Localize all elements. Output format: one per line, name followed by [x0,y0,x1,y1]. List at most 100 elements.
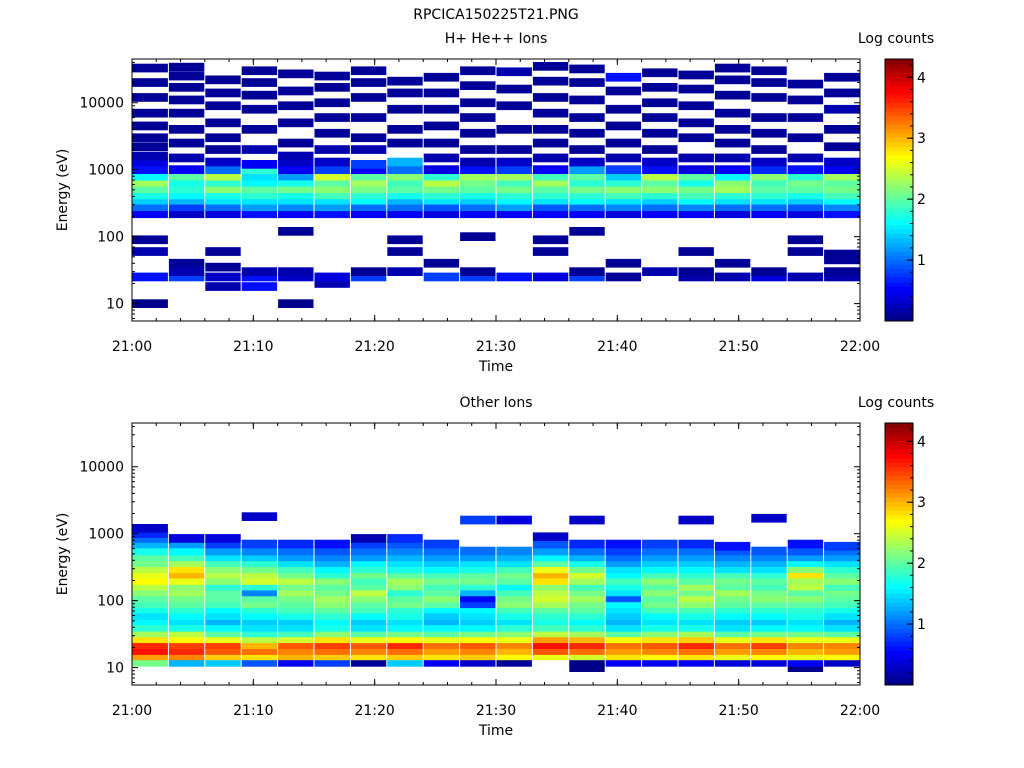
heatmap-cell [532,76,569,86]
heatmap-cell [278,622,314,632]
heatmap-cell [787,564,824,574]
heatmap-cell [605,104,642,114]
heatmap-cell [278,86,314,96]
heatmap-cell [314,558,350,567]
heatmap-cell [678,616,714,626]
heatmap-cell [387,646,423,655]
heatmap-cell [787,593,824,603]
heatmap-cell [350,165,387,174]
colorbar-segment [885,497,913,503]
heatmap-cell [387,558,423,567]
heatmap-cell [605,640,642,649]
heatmap-cell [278,546,314,556]
heatmap-cell [278,581,314,591]
axis-minor-ticks [131,59,861,321]
heatmap-cell [532,599,569,609]
heatmap-cell [605,202,642,212]
colorbar-segment [885,281,913,287]
heatmap-cell [387,209,423,219]
heatmap-cell [168,177,205,187]
heatmap-cell [460,66,496,76]
colorbar-segment [885,558,913,564]
heatmap-cell [278,576,314,585]
heatmap-cell [496,593,532,603]
heatmap-cell [532,634,569,644]
heatmap-cell [787,133,824,143]
heatmap-cell [168,165,205,174]
heatmap-cell [205,587,241,597]
heatmap-cell [460,145,496,154]
heatmap-cell [241,66,278,76]
heatmap-cell [714,190,751,200]
heatmap-cell [714,195,751,205]
heatmap-cell [132,616,168,626]
heatmap-cell [278,651,314,661]
heatmap-cell [423,569,460,579]
heatmap-cell [460,646,496,655]
heatmap-cell [241,564,278,574]
heatmap-cell [314,576,350,585]
heatmap-cell [532,177,569,187]
colorbar-tick-label: 2 [917,192,926,208]
heatmap-cell [642,564,678,574]
heatmap-cell [642,651,678,661]
heatmap-cell [460,622,496,632]
heatmap-cell [314,569,350,579]
heatmap-cell [714,153,751,163]
heatmap-cell [278,165,314,174]
heatmap-cell [605,599,642,609]
heatmap-cell [241,622,278,632]
heatmap-cell [350,558,387,567]
heatmap-cell [350,569,387,579]
heatmap-cell [824,576,860,585]
heatmap-cell [350,113,387,122]
heatmap-cell [678,84,714,94]
heatmap-cell [423,558,460,567]
heatmap-cell [132,539,168,549]
heatmap-cell [132,587,168,597]
heatmap-cell [678,564,714,574]
heatmap-cell [532,546,569,556]
heatmap-cell [714,552,751,562]
heatmap-cell [241,282,278,291]
heatmap-cell [423,651,460,661]
heatmap-cell [751,184,787,194]
heatmap-cell [496,190,532,200]
heatmap-cell [423,165,460,174]
colorbar-segment [885,628,913,634]
heatmap-cell [205,195,241,205]
heatmap-cell [569,576,605,585]
heatmap-cell [714,272,751,282]
heatmap-cell [605,658,642,667]
heatmap-cell [132,177,168,187]
heatmap-cell [314,165,350,174]
colorbar-segment [885,303,913,309]
heatmap-cell [642,202,678,212]
heatmap-cell [423,564,460,574]
heatmap-cell [678,202,714,212]
heatmap-cell [423,202,460,212]
heatmap-cell [314,640,350,649]
heatmap-cell [314,71,350,81]
heatmap-cell [314,190,350,200]
heatmap-cell [678,576,714,585]
heatmap-cell [460,195,496,205]
heatmap-cell [387,157,423,167]
heatmap-cell [605,604,642,614]
heatmap-cell [532,93,569,102]
colorbar-segment [885,540,913,546]
heatmap-cell [168,62,205,72]
heatmap-cell [678,546,714,556]
heatmap-cell [423,171,460,181]
heatmap-cell [205,177,241,187]
heatmap-cell [642,552,678,562]
heatmap-cell [314,564,350,574]
colorbar-segment [885,457,913,463]
heatmap-cell [678,118,714,128]
heatmap-cell [132,78,168,87]
heatmap-cell [314,552,350,562]
heatmap-cell [496,569,532,579]
heatmap-cell [787,622,824,632]
x-tick-label: 21:40 [597,339,637,355]
colorbar-segment [885,155,913,160]
